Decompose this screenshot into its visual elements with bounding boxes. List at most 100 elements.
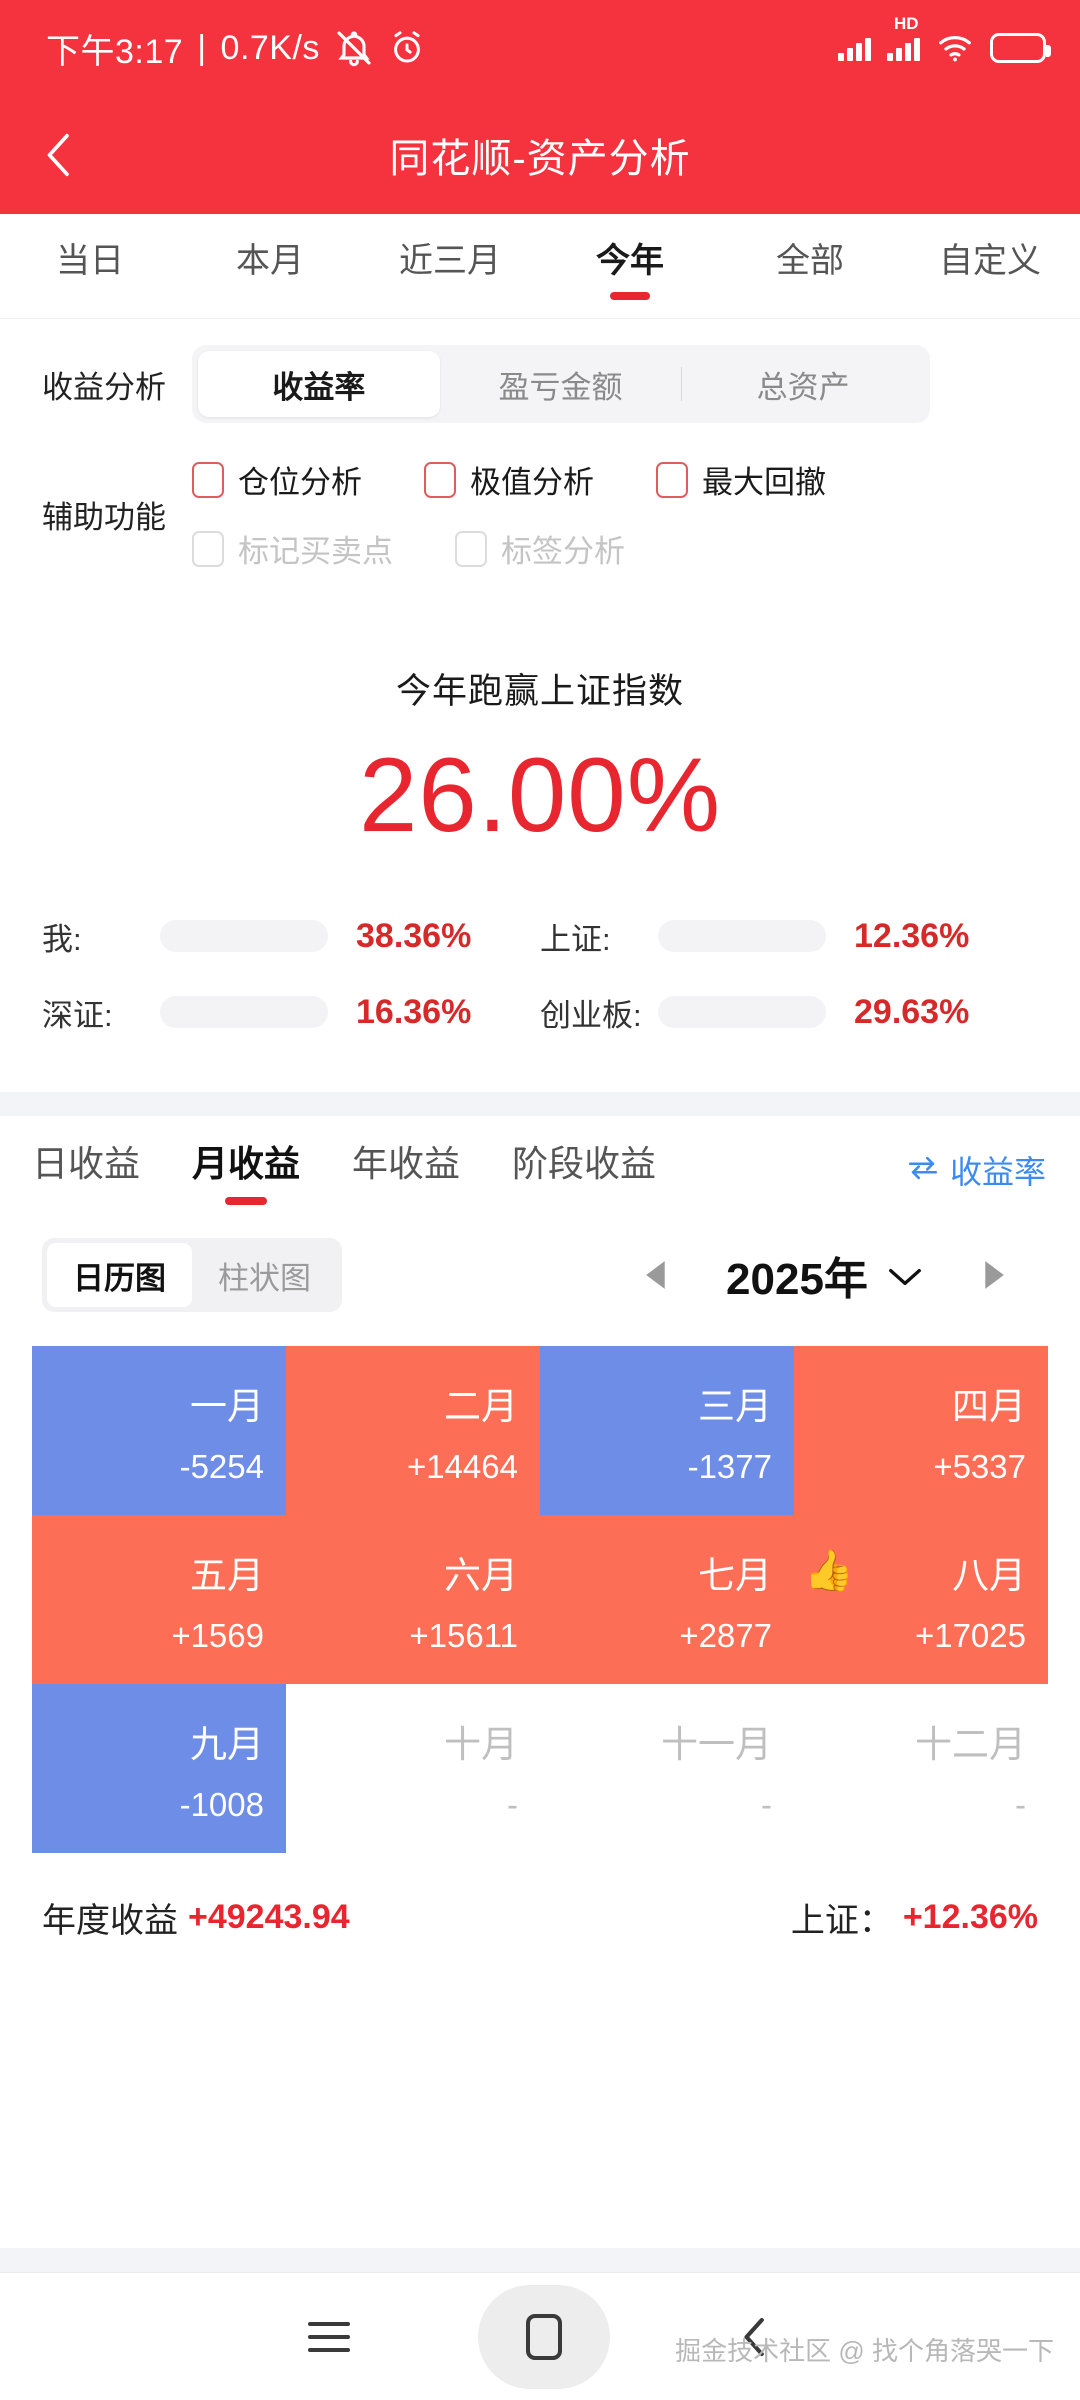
income-tab-daily[interactable]: 日收益	[32, 1135, 140, 1205]
calendar-month-value: -1008	[179, 1785, 264, 1823]
view-mode-calendar[interactable]: 日历图	[47, 1243, 192, 1307]
status-network-speed: 0.7K/s	[220, 28, 320, 67]
checkbox-label: 最大回撤	[702, 465, 826, 500]
back-chevron-icon[interactable]	[0, 127, 120, 183]
shanghai-index-group: 上证： +12.36%	[791, 1893, 1038, 1942]
checkbox-label: 极值分析	[470, 465, 594, 500]
triangle-left-icon[interactable]	[612, 1258, 702, 1292]
nav-back-chevron-icon[interactable]	[738, 2313, 772, 2361]
comparison-name: 深证:	[42, 997, 113, 1033]
period-tab-bar: 当日 本月 近三月 今年 全部 自定义	[0, 214, 1080, 319]
checkbox-label: 标记买卖点	[238, 534, 393, 569]
calendar-cell-jun[interactable]: 六月 +15611	[286, 1515, 540, 1684]
shanghai-index-label: 上证：	[790, 1902, 893, 1940]
view-mode-label: 柱状图	[218, 1260, 311, 1296]
thumbs-up-icon: 👍	[804, 1549, 854, 1593]
signal-bars-icon-2	[887, 35, 920, 61]
checkbox-max-drawdown[interactable]: 最大回撤	[656, 457, 826, 502]
home-square-icon[interactable]	[478, 2284, 610, 2389]
income-tab-bar: 日收益 月收益 年收益 阶段收益 收益率	[0, 1116, 1080, 1224]
analysis-label: 收益分析	[42, 369, 166, 405]
summary-row: 年度收益 +49243.94 上证： +12.36%	[0, 1853, 1080, 1942]
comparison-value: 12.36%	[854, 916, 970, 955]
calendar-month-label: 十月	[444, 1723, 518, 1765]
calendar-cell-jul[interactable]: 七月 +2877	[540, 1515, 794, 1684]
tab-underline	[70, 292, 110, 300]
aux-line-2: 标记买卖点 标签分析	[192, 526, 826, 571]
view-mode-row: 日历图 柱状图 2025年	[0, 1224, 1080, 1320]
calendar-cell-sep[interactable]: 九月 -1008	[32, 1684, 286, 1853]
calendar-cell-feb[interactable]: 二月 +14464	[286, 1346, 540, 1515]
shanghai-index-value: +12.36%	[902, 1898, 1038, 1936]
comparison-track	[160, 920, 328, 952]
calendar-cell-jan[interactable]: 一月 -5254	[32, 1346, 286, 1515]
income-tab-label: 月收益	[192, 1143, 301, 1184]
analysis-segmented-control: 收益率 盈亏金额 总资产	[192, 345, 930, 423]
calendar-month-value: +14464	[406, 1447, 518, 1485]
view-mode-label: 日历图	[73, 1260, 166, 1296]
calendar-cell-apr[interactable]: 四月 +5337	[794, 1346, 1048, 1515]
calendar-cell-mar[interactable]: 三月 -1377	[540, 1346, 794, 1515]
chevron-down-icon	[886, 1250, 924, 1300]
hamburger-menu-icon[interactable]	[308, 2321, 350, 2352]
view-mode-bar-chart[interactable]: 柱状图	[192, 1243, 337, 1307]
comparison-value: 38.36%	[356, 916, 472, 955]
income-tab-label: 年收益	[352, 1143, 461, 1184]
alarm-clock-icon	[388, 29, 426, 67]
tab-underline	[65, 1197, 107, 1205]
period-tab-custom[interactable]: 自定义	[900, 214, 1080, 318]
calendar-month-label: 十一月	[661, 1723, 772, 1765]
comparison-track	[658, 920, 826, 952]
period-tab-today[interactable]: 当日	[0, 214, 180, 318]
triangle-right-icon[interactable]	[948, 1258, 1038, 1292]
comparison-item-me: 我: 38.36%	[42, 898, 540, 974]
calendar-month-value: -1377	[687, 1447, 772, 1485]
analysis-option-label: 收益率	[272, 369, 366, 405]
calendar-cell-aug[interactable]: 👍 八月 +17025	[794, 1515, 1048, 1684]
annual-return-group: 年度收益 +49243.94	[42, 1893, 350, 1942]
calendar-month-label: 十二月	[915, 1723, 1026, 1765]
calendar-cell-may[interactable]: 五月 +1569	[32, 1515, 286, 1684]
signal-bars-icon	[838, 35, 871, 61]
switch-to-rate-button[interactable]: 收益率	[906, 1147, 1046, 1193]
period-tab-label: 自定义	[939, 241, 1041, 280]
status-bar-left: 下午3:17 | 0.7K/s	[46, 24, 426, 73]
period-tab-label: 本月	[236, 241, 304, 280]
income-tab-monthly[interactable]: 月收益	[192, 1135, 300, 1205]
calendar-month-label: 九月	[190, 1723, 264, 1765]
battery-icon: 50	[990, 33, 1051, 63]
comparison-grid: 我: 38.36% 上证: 12.36% 深证: 16.36% 创业板:	[0, 898, 1080, 1050]
analysis-option-label: 总资产	[756, 369, 850, 405]
checkbox-mark-trades: 标记买卖点	[192, 526, 393, 571]
checkbox-box-icon[interactable]	[424, 461, 456, 498]
checkbox-box-icon	[192, 530, 224, 567]
comparison-value: 29.63%	[854, 992, 970, 1031]
analysis-option-rate[interactable]: 收益率	[198, 351, 440, 417]
checkbox-extreme-analysis[interactable]: 极值分析	[424, 457, 594, 502]
comparison-track	[160, 996, 328, 1028]
calendar-cell-dec[interactable]: 十二月 -	[794, 1684, 1048, 1853]
period-tab-this-month[interactable]: 本月	[180, 214, 360, 318]
calendar-month-label: 五月	[190, 1554, 264, 1596]
year-selector[interactable]: 2025年	[702, 1243, 948, 1307]
aux-label: 辅助功能	[42, 499, 166, 535]
period-tab-all[interactable]: 全部	[720, 214, 900, 318]
income-tab-yearly[interactable]: 年收益	[352, 1135, 460, 1205]
bottom-divider-band	[0, 2248, 1080, 2272]
income-tab-stage[interactable]: 阶段收益	[512, 1135, 656, 1205]
status-separator: |	[197, 28, 207, 67]
period-tab-this-year[interactable]: 今年	[540, 214, 720, 318]
system-nav-bar: 掘金技术社区 @ 找个角落哭一下	[0, 2272, 1080, 2400]
comparison-item-chinext: 创业板: 29.63%	[540, 974, 1038, 1050]
checkbox-box-icon[interactable]	[656, 461, 688, 498]
checkbox-position-analysis[interactable]: 仓位分析	[192, 457, 362, 502]
calendar-month-value: -	[761, 1785, 772, 1823]
checkbox-box-icon[interactable]	[192, 461, 224, 498]
calendar-cell-oct[interactable]: 十月 -	[286, 1684, 540, 1853]
comparison-value: 16.36%	[356, 992, 472, 1031]
calendar-month-value: +5337	[933, 1447, 1026, 1485]
period-tab-three-months[interactable]: 近三月	[360, 214, 540, 318]
analysis-option-total-assets[interactable]: 总资产	[682, 351, 924, 417]
analysis-option-pnl[interactable]: 盈亏金额	[440, 351, 682, 417]
calendar-cell-nov[interactable]: 十一月 -	[540, 1684, 794, 1853]
